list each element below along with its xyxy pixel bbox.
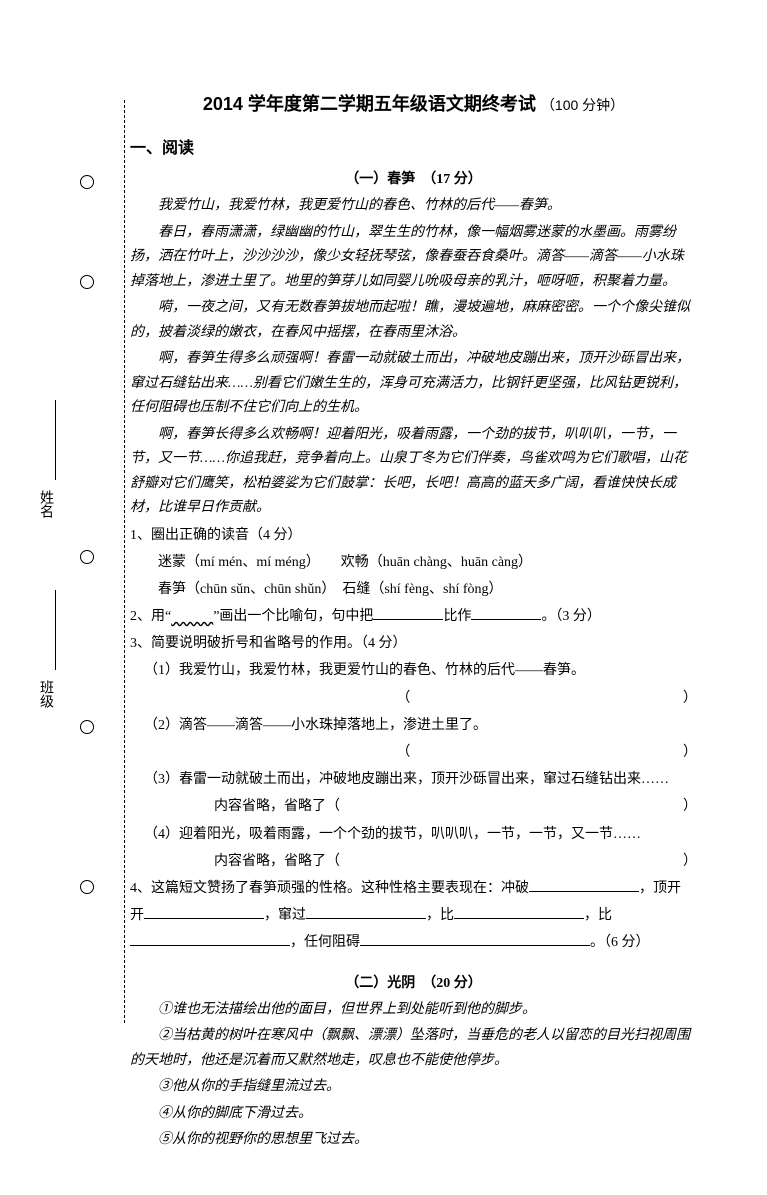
spacer [130,958,697,972]
question-3-item: （1）我爱竹山，我爱竹林，我更爱竹山的春色、竹林的后代——春笋。 [130,658,697,683]
blank[interactable] [306,905,426,919]
passage1-para: 嗬，一夜之间，又有无数春笋拔地而起啦！瞧，漫坡遍地，麻麻密密。一个个像尖锥似的，… [130,296,697,345]
wavy-sample [171,609,213,624]
paren-close: ） [683,794,697,819]
blank[interactable] [529,878,639,892]
passage1-title: （一）春笋 （17 分） [130,168,697,188]
q4-g: 。（6 分） [590,935,650,950]
q2-suffix: ”画出一个比喻句，句中把 [213,609,373,624]
exam-title: 2014 学年度第二学期五年级语文期终考试 （100 分钟） [130,90,697,116]
paren-close: ） [683,740,697,765]
q4-e: ，比 [584,908,612,923]
q4-open: 开 [130,908,144,923]
passage1-para: 我爱竹山，我爱竹林，我更爱竹山的春色、竹林的后代——春笋。 [130,194,697,219]
question-3-item: （4）迎着阳光，吸着雨露，一个个劲的拔节，叭叭叭，一节，一节，又一节…… [130,822,697,847]
paren-open: （ [396,745,410,760]
omit-line: 内容省略，省略了（ ） [130,794,697,819]
passage1-para: 春日，春雨潇潇，绿幽幽的竹山，翠生生的竹林，像一幅烟雾迷蒙的水墨画。雨雾纷扬，洒… [130,221,697,295]
page-content: 2014 学年度第二学期五年级语文期终考试 （100 分钟） 一、阅读 （一）春… [0,0,767,1195]
paren-close: ） [683,849,697,874]
blank[interactable] [454,905,584,919]
passage2-para: ④从你的脚底下滑过去。 [130,1102,697,1127]
blank[interactable] [144,905,264,919]
paren-line: （ ） [130,686,697,711]
blank[interactable] [373,606,443,620]
question-3-item: （3）春雷一动就破土而出，冲破地皮蹦出来，顶开沙砾冒出来，窜过石缝钻出来…… [130,767,697,792]
question-1: 1、圈出正确的读音（4 分） [130,523,697,548]
q4-d: ，比 [426,908,454,923]
paren-open: （ [396,691,410,706]
question-1-line: 迷蒙（mí mén、mí méng） 欢畅（huān chàng、huān cà… [130,550,697,575]
passage2-para: ⑤从你的视野你的思想里飞过去。 [130,1128,697,1153]
question-3-item: （2）滴答——滴答——小水珠掉落地上，渗进土里了。 [130,713,697,738]
paren-close: ） [683,686,697,711]
title-time: （100 分钟） [541,97,624,113]
passage1-para: 啊，春笋长得多么欢畅啊！迎着阳光，吸着雨露，一个劲的拔节，叭叭叭，一节，一节，又… [130,423,697,521]
question-4-line: ，任何阻碍 。（6 分） [130,930,697,955]
section-heading: 一、阅读 [130,134,697,158]
paren-line: （ ） [130,740,697,765]
question-3: 3、简要说明破折号和省略号的作用。（4 分） [130,631,697,656]
passage2-para: ①谁也无法描绘出他的面目，但世界上到处能听到他的脚步。 [130,998,697,1023]
q4-f: ，任何阻碍 [290,935,360,950]
question-4-line: 开 ，窜过 ，比 ，比 [130,903,697,928]
question-2: 2、用“ ”画出一个比喻句，句中把 比作 。（3 分） [130,604,697,629]
blank[interactable] [360,932,590,946]
q4-b: ，顶开 [639,881,681,896]
q4-c: ，窜过 [264,908,306,923]
passage2-title: （二）光阴 （20 分） [130,972,697,992]
q2-mid: 比作 [443,609,471,624]
q4-a: 4、这篇短文赞扬了春笋顽强的性格。这种性格主要表现在：冲破 [130,881,529,896]
passage1-para: 啊，春笋生得多么顽强啊！春雷一动就破土而出，冲破地皮蹦出来，顶开沙砾冒出来，窜过… [130,347,697,421]
question-4: 4、这篇短文赞扬了春笋顽强的性格。这种性格主要表现在：冲破 ，顶开 [130,876,697,901]
passage2-para: ③他从你的手指缝里流过去。 [130,1075,697,1100]
blank[interactable] [130,932,290,946]
question-1-line: 春笋（chūn sǔn、chūn shǔn） 石缝（shí fèng、shí f… [130,577,697,602]
q2-prefix: 2、用“ [130,609,171,624]
passage2-para: ②当枯黄的树叶在寒风中（飘飘、漂漂）坠落时，当垂危的老人以留恋的目光扫视周围的天… [130,1024,697,1073]
omit-label: 内容省略，省略了（ [214,854,340,869]
q2-end: 。（3 分） [541,609,601,624]
blank[interactable] [471,606,541,620]
omit-label: 内容省略，省略了（ [214,799,340,814]
title-main: 2014 学年度第二学期五年级语文期终考试 [203,94,536,114]
omit-line: 内容省略，省略了（ ） [130,849,697,874]
